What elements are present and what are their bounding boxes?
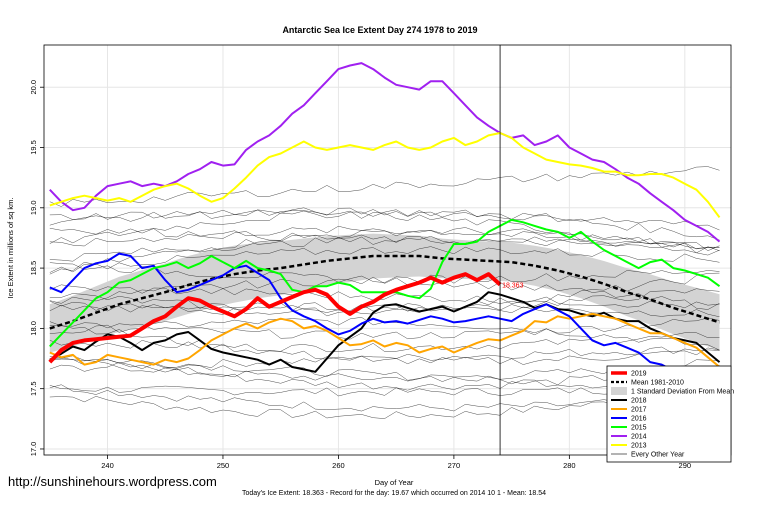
y-tick-label: 17.0 [29,442,38,457]
x-tick-label: 240 [101,461,114,470]
series-line-every-other-year [49,262,720,284]
legend-label: 2019 [631,371,647,378]
x-tick-label: 280 [563,461,576,470]
watermark-url: http://sunshinehours.wordpress.com [8,474,217,489]
y-tick-label: 18.5 [29,261,38,276]
series-line-every-other-year [49,317,720,340]
legend: 2019 Mean 1981-2010 1 Standard Deviation F… [606,365,734,463]
legend-label: 1 Standard Deviation From Mean [631,389,734,396]
x-tick-label: 270 [448,461,461,470]
legend-label: 2014 [631,434,647,441]
series-line-every-other-year [49,332,720,353]
legend-label: 2015 [631,425,647,432]
series-line-every-other-year [49,209,720,254]
x-tick-label: 290 [679,461,692,470]
std-dev-band [49,233,720,353]
current-value-label: 18.363 [502,283,524,290]
series-line-2019 [48,272,502,364]
legend-label: 2013 [631,443,647,450]
series-line-2015 [49,218,721,348]
legend-swatch [611,387,627,395]
x-tick-label: 250 [217,461,230,470]
series-line-every-other-year [49,302,720,318]
x-axis-label: Day of Year [375,478,414,487]
chart-title: Antarctic Sea Ice Extent Day 274 1978 to… [282,25,477,35]
series-line-every-other-year [49,284,720,309]
y-axis-label: Ice Extent in millions of sq km. [6,198,15,299]
legend-box [606,365,732,463]
series-line-2013 [49,132,721,218]
y-tick-label: 19.5 [29,140,38,155]
series-line-every-other-year [49,207,720,231]
series-line-every-other-year [49,166,720,207]
y-tick-label: 19.0 [29,200,38,215]
x-tick-label: 260 [332,461,345,470]
series-line-2018 [49,291,721,373]
series-line-every-other-year [49,209,720,244]
series-line-2016 [49,252,721,412]
series-line-every-other-year [49,288,720,317]
legend-label: Every Other Year [631,452,685,459]
series-line-every-other-year [49,236,720,262]
series-line-mean-1981-2010 [49,254,720,330]
legend-label: 2016 [631,416,647,423]
footer-stats: Today's Ice Extent: 18.363 - Record for … [242,490,546,497]
series-line-every-other-year [49,225,720,256]
y-tick-label: 17.5 [29,381,38,396]
legend-label: 2017 [631,407,647,414]
series-line-2017 [49,312,721,368]
y-tick-label: 18.0 [29,321,38,336]
series-line-every-other-year [49,325,720,365]
series-line-2014 [49,62,721,243]
legend-label: 2018 [631,398,647,405]
series-line-every-other-year [49,227,720,275]
plot-border [43,44,732,456]
plot-area: 18.363 240 250 260 270 280 290 17.0 17.5 18.0 18.5… [29,44,732,470]
series-line-every-other-year [49,227,720,249]
legend-label: Mean 1981-2010 [631,380,684,387]
y-tick-label: 20.0 [29,80,38,95]
series-line-every-other-year [49,346,720,372]
